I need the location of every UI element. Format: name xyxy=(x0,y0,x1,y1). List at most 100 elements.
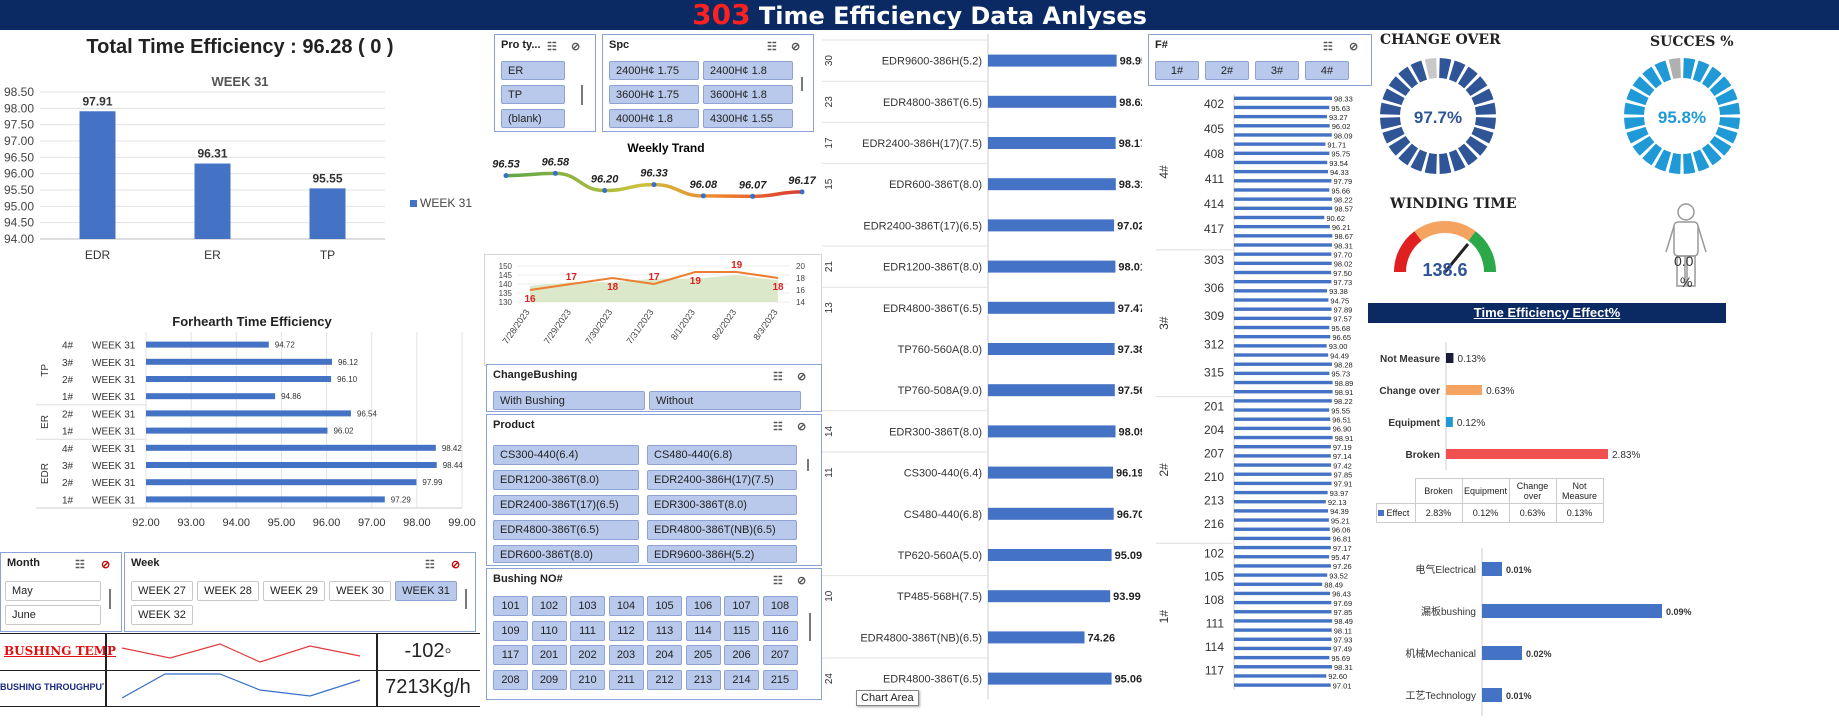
week-item-28[interactable]: WEEK 28 xyxy=(197,581,259,601)
bushing-item-114[interactable]: 114 xyxy=(685,620,721,641)
bushingno-slicer[interactable]: Bushing NO# ☷ ⊘ 101 102 103 104 105 106 107 108… xyxy=(486,568,822,700)
bushing-item-204[interactable]: 204 xyxy=(647,645,682,666)
product-slicer[interactable]: Product ☷ ⊘ CS300-440(6.4) CS480-440(6.8… xyxy=(486,414,822,566)
spc-item[interactable]: 4300H¢ 1.55 xyxy=(703,109,793,128)
scrollbar[interactable] xyxy=(581,85,583,105)
multiselect-icon[interactable]: ☷ xyxy=(1323,41,1333,53)
bushing-item-111[interactable]: 111 xyxy=(570,620,605,641)
multiselect-icon[interactable]: ☷ xyxy=(773,575,783,587)
bushing-item-103[interactable]: 103 xyxy=(570,596,605,616)
bushing-item-105[interactable]: 105 xyxy=(647,596,682,616)
bushing-item-106[interactable]: 106 xyxy=(685,596,721,616)
protype-item-er[interactable]: ER xyxy=(501,61,565,80)
bushing-item-203[interactable]: 203 xyxy=(608,645,644,666)
bushing-item-215[interactable]: 215 xyxy=(762,669,798,690)
spc-item[interactable]: 4000H¢ 1.8 xyxy=(609,109,699,128)
week-item-27[interactable]: WEEK 27 xyxy=(131,581,193,601)
weekly-trend-chart[interactable]: Weekly Trand 96.53 96.58 96.20 96.33 96.08 96… xyxy=(484,134,824,250)
bushing-efficiency-chart[interactable]: 98.3395.6393.2796.0298.0991.7195.7593.54… xyxy=(1156,88,1366,700)
spc-item[interactable]: 2400H¢ 1.8 xyxy=(703,61,793,80)
bushing-item-212[interactable]: 212 xyxy=(647,669,682,690)
product-item[interactable]: EDR4800-386T(NB)(6.5) xyxy=(647,520,797,540)
bushing-item-201[interactable]: 201 xyxy=(531,645,567,666)
product-item[interactable]: EDR2400-386H(17)(7.5) xyxy=(647,470,797,490)
multiselect-icon[interactable]: ☷ xyxy=(773,371,783,383)
product-item[interactable]: CS480-440(6.8) xyxy=(647,445,797,465)
protype-item-tp[interactable]: TP xyxy=(501,85,565,104)
product-efficiency-chart[interactable]: EDR9600-386H(5.2) 98.95 EDR4800-386T(6.5) 9… xyxy=(822,34,1142,724)
spc-item[interactable]: 3600H¢ 1.75 xyxy=(609,85,699,104)
week-item-31[interactable]: WEEK 31 xyxy=(395,581,457,601)
product-item[interactable]: EDR4800-386T(6.5) xyxy=(493,520,639,540)
scrollbar[interactable] xyxy=(801,77,803,91)
bushing-item-209[interactable]: 209 xyxy=(531,669,567,690)
bushing-item-109[interactable]: 109 xyxy=(493,620,528,641)
effect-chart[interactable]: Not Measure 0.13% Change over 0.63% Equipmen… xyxy=(1368,342,1668,472)
f-item-1[interactable]: 1# xyxy=(1155,61,1199,80)
bushing-item-208[interactable]: 208 xyxy=(493,669,528,690)
scrollbar[interactable] xyxy=(807,459,809,471)
bushing-item-214[interactable]: 214 xyxy=(724,669,759,690)
multiselect-icon[interactable]: ☷ xyxy=(547,41,557,53)
bushing-item-205[interactable]: 205 xyxy=(685,645,721,666)
bushing-item-108[interactable]: 108 xyxy=(762,596,798,616)
bushing-item-112[interactable]: 112 xyxy=(608,620,644,641)
bushing-type-chart[interactable]: 电气Electrical 0.01% 漏板bushing 0.09% 机械Mechani… xyxy=(1368,548,1698,720)
multiselect-icon[interactable]: ☷ xyxy=(75,559,85,571)
bushing-item-101[interactable]: 101 xyxy=(493,596,528,616)
clear-filter-icon[interactable]: ⊘ xyxy=(451,559,461,571)
without-bushing-option[interactable]: Without xyxy=(649,391,801,410)
bushing-item-115[interactable]: 115 xyxy=(724,620,759,641)
month-item-june[interactable]: June xyxy=(5,605,101,625)
protype-slicer[interactable]: Pro ty... ☷ ⊘ ER TP (blank) xyxy=(494,34,596,132)
week-slicer[interactable]: Week ☷ ⊘ WEEK 27 WEEK 28 WEEK 29 WEEK 30… xyxy=(124,552,476,632)
f-item-2[interactable]: 2# xyxy=(1205,61,1249,80)
product-item[interactable]: EDR1200-386T(8.0) xyxy=(493,470,639,490)
clear-filter-icon[interactable]: ⊘ xyxy=(797,371,807,383)
bushing-item-107[interactable]: 107 xyxy=(724,596,759,616)
bushing-item-207[interactable]: 207 xyxy=(762,645,798,666)
bushing-item-110[interactable]: 110 xyxy=(531,620,567,641)
bushing-item-213[interactable]: 213 xyxy=(685,669,721,690)
week-chart[interactable]: WEEK 31 98.50 98.00 97.50 97.00 96.50 96.00 95… xyxy=(0,64,490,304)
week-item-29[interactable]: WEEK 29 xyxy=(263,581,325,601)
product-item[interactable]: EDR2400-386T(17)(6.5) xyxy=(493,495,639,515)
month-slicer[interactable]: Month ☷ ⊘ May June xyxy=(0,552,122,632)
product-item[interactable]: EDR600-386T(8.0) xyxy=(493,545,639,563)
protype-item-blank[interactable]: (blank) xyxy=(501,109,565,128)
bushing-item-104[interactable]: 104 xyxy=(608,596,644,616)
bushing-item-113[interactable]: 113 xyxy=(647,620,682,641)
week-item-32[interactable]: WEEK 32 xyxy=(131,605,193,625)
changebushing-slicer[interactable]: ChangeBushing ☷ ⊘ With Bushing Without xyxy=(486,364,822,412)
f-item-4[interactable]: 4# xyxy=(1305,61,1349,80)
bushing-item-202[interactable]: 202 xyxy=(570,645,605,666)
bushing-item-210[interactable]: 210 xyxy=(570,669,605,690)
scrollbar[interactable] xyxy=(109,589,111,609)
spc-item[interactable]: 3600H¢ 1.8 xyxy=(703,85,793,104)
with-bushing-option[interactable]: With Bushing xyxy=(493,391,645,410)
clear-filter-icon[interactable]: ⊘ xyxy=(791,41,801,53)
bushing-item-102[interactable]: 102 xyxy=(531,596,567,616)
f-item-3[interactable]: 3# xyxy=(1255,61,1299,80)
clear-filter-icon[interactable]: ⊘ xyxy=(797,421,807,433)
clear-filter-icon[interactable]: ⊘ xyxy=(797,575,807,587)
clear-filter-icon[interactable]: ⊘ xyxy=(1349,41,1359,53)
f-slicer[interactable]: F# ☷ ⊘ 1# 2# 3# 4# xyxy=(1148,34,1372,86)
multiselect-icon[interactable]: ☷ xyxy=(425,559,435,571)
success-donut[interactable]: 95.8% xyxy=(1620,54,1744,178)
scrollbar[interactable] xyxy=(809,613,811,641)
forhearth-chart[interactable]: Forhearth Time Efficiency 92.00 93.00 94.0… xyxy=(0,308,490,548)
bushing-item-211[interactable]: 211 xyxy=(608,669,644,690)
winding-time-gauge[interactable]: 138.6 xyxy=(1388,214,1502,286)
clear-filter-icon[interactable]: ⊘ xyxy=(101,559,111,571)
product-item[interactable]: EDR9600-386H(5.2) xyxy=(647,545,797,563)
month-item-may[interactable]: May xyxy=(5,581,101,601)
week-item-30[interactable]: WEEK 30 xyxy=(329,581,391,601)
bushing-item-116[interactable]: 116 xyxy=(762,620,798,641)
bushing-item-117[interactable]: 117 xyxy=(493,645,528,666)
bushing-item-206[interactable]: 206 xyxy=(724,645,759,666)
clear-filter-icon[interactable]: ⊘ xyxy=(571,41,581,53)
scrollbar[interactable] xyxy=(465,589,467,609)
spc-slicer[interactable]: Spc ☷ ⊘ 2400H¢ 1.75 2400H¢ 1.8 3600H¢ 1.… xyxy=(602,34,814,132)
